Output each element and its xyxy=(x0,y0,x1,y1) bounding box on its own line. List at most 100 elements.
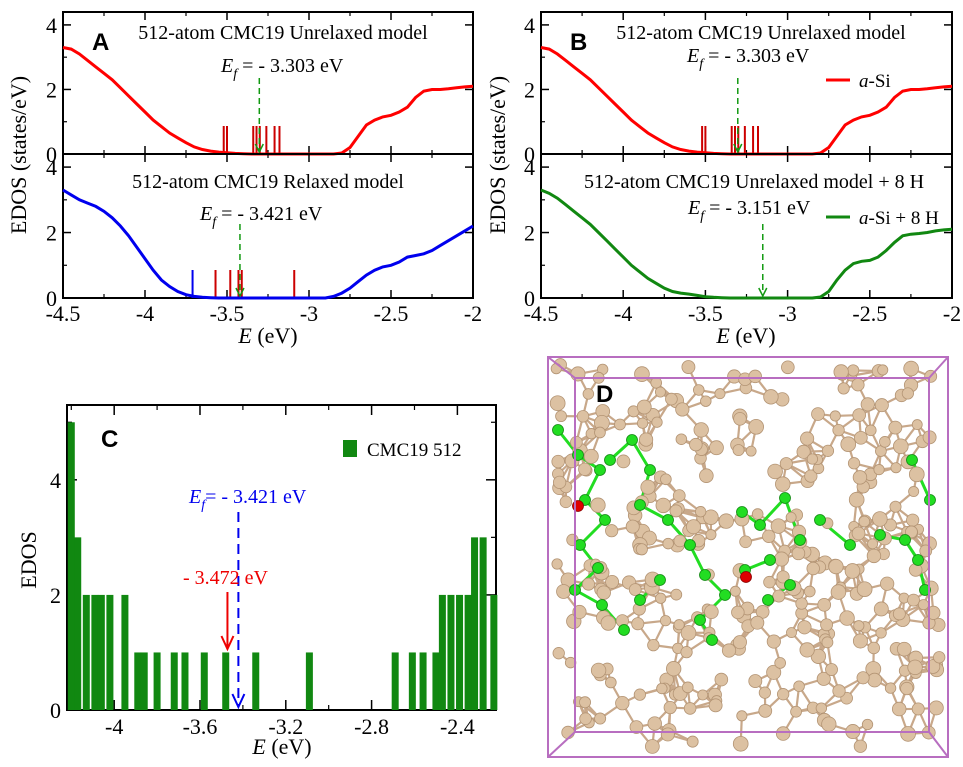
si-atom xyxy=(831,585,846,600)
si-atom xyxy=(595,713,606,724)
panel-a-bottom-subplot: 024 512-atom CMC19 Relaxed model Ef = - … xyxy=(46,154,473,311)
highlight-atom xyxy=(575,540,586,551)
si-atom xyxy=(862,719,872,729)
si-atom xyxy=(616,696,630,710)
y-tick-label: 4 xyxy=(524,13,535,38)
si-atom xyxy=(885,683,896,694)
si-atom xyxy=(706,530,716,540)
si-atom xyxy=(655,593,665,603)
x-tick-label: -3 xyxy=(778,301,796,326)
x-tick-label: -2.5 xyxy=(374,301,409,326)
si-atom xyxy=(580,713,592,725)
highlight-atom xyxy=(780,493,791,504)
si-atom xyxy=(579,697,590,708)
si-atom xyxy=(552,559,562,569)
panel-b-top-legend-label: a-Si xyxy=(859,71,891,92)
si-atom xyxy=(722,644,735,657)
si-atom xyxy=(732,606,745,619)
si-atom xyxy=(626,520,639,533)
si-atom xyxy=(676,434,687,445)
si-atom xyxy=(617,455,630,468)
panel-a-top-subplot: 024 A 512-atom CMC19 Unrelaxed model Ef … xyxy=(46,12,473,167)
si-atom xyxy=(890,501,901,512)
si-atom xyxy=(562,726,575,739)
x-tick-label: -2.5 xyxy=(852,301,887,326)
histogram-bar xyxy=(201,652,208,710)
highlight-atom xyxy=(619,625,630,636)
x-tick-label: -4.5 xyxy=(46,301,81,326)
panel-b-top-title: 512-atom CMC19 Unrelaxed model xyxy=(616,22,906,44)
histogram-bar xyxy=(306,652,313,710)
si-atom xyxy=(737,711,747,721)
panel-b-bottom-legend-label: a-Si + 8 H xyxy=(859,208,939,229)
panel-d-letter: D xyxy=(596,381,613,408)
si-atom xyxy=(682,682,693,693)
si-atom xyxy=(552,455,565,468)
highlight-atom xyxy=(795,535,806,546)
si-atom xyxy=(606,575,619,588)
si-atom xyxy=(840,611,855,626)
si-atom xyxy=(909,486,919,496)
panel-b-letter: B xyxy=(570,29,587,56)
si-atom xyxy=(553,647,564,658)
si-atom xyxy=(655,387,665,397)
highlight-atom xyxy=(707,635,718,646)
panel-a-bottom-fermi-label: Ef = - 3.421 eV xyxy=(199,203,323,230)
si-atom xyxy=(749,419,764,434)
histogram-bar xyxy=(439,595,446,710)
panel-c-y-axis-label: EDOS xyxy=(16,531,41,588)
panel-a: 024 A 512-atom CMC19 Unrelaxed model Ef … xyxy=(6,12,482,348)
si-atom xyxy=(705,605,719,619)
highlight-atom xyxy=(553,425,564,436)
si-atom xyxy=(791,706,802,717)
si-atom xyxy=(879,436,890,447)
si-atom xyxy=(648,717,662,731)
panel-b-bottom-fermi-label: Ef = - 3.151 eV xyxy=(687,197,811,224)
highlight-atom xyxy=(655,575,666,586)
si-atom xyxy=(812,408,825,421)
si-atom xyxy=(904,361,919,376)
si-atom xyxy=(822,717,836,731)
si-atom xyxy=(901,682,913,694)
si-atom xyxy=(657,683,668,694)
si-atom xyxy=(786,628,796,638)
si-atom xyxy=(918,599,928,609)
si-atom xyxy=(909,467,924,482)
si-atom xyxy=(660,474,671,485)
si-atom xyxy=(857,582,872,597)
histogram-bar xyxy=(154,652,161,710)
panel-c-y-tick-labels: 024 xyxy=(50,468,61,723)
si-atom xyxy=(853,634,867,648)
si-atom xyxy=(671,589,682,600)
highlight-atom xyxy=(720,590,731,601)
highlight-atom xyxy=(595,465,606,476)
panel-c-fermi-label: Ef= - 3.421 eV xyxy=(188,486,307,513)
histogram-bar xyxy=(252,652,259,710)
si-atom xyxy=(773,590,785,602)
si-atom xyxy=(639,433,652,446)
si-atom xyxy=(749,370,762,383)
si-atom xyxy=(674,535,686,547)
si-atom xyxy=(698,690,708,700)
x-tick-label: -2 xyxy=(464,301,482,326)
histogram-bar xyxy=(392,652,399,710)
panel-c-bars xyxy=(68,422,498,710)
histogram-bar xyxy=(68,422,75,710)
si-atom xyxy=(661,728,674,741)
si-atom xyxy=(868,539,878,549)
si-atom xyxy=(775,477,790,492)
si-atom xyxy=(804,586,815,597)
si-atom xyxy=(556,411,567,422)
si-atom xyxy=(690,438,703,451)
si-atom xyxy=(854,740,866,752)
panel-b-bottom-subplot: 024 512-atom CMC19 Unrelaxed model + 8 H… xyxy=(524,154,952,311)
highlight-atom xyxy=(785,580,796,591)
highlight-atom xyxy=(755,520,766,531)
si-atom xyxy=(897,642,911,656)
si-atom xyxy=(857,672,869,684)
si-atom xyxy=(868,642,880,654)
si-atom xyxy=(807,562,820,575)
si-atom xyxy=(560,496,572,508)
si-atom xyxy=(796,598,808,610)
histogram-bar xyxy=(420,652,427,710)
